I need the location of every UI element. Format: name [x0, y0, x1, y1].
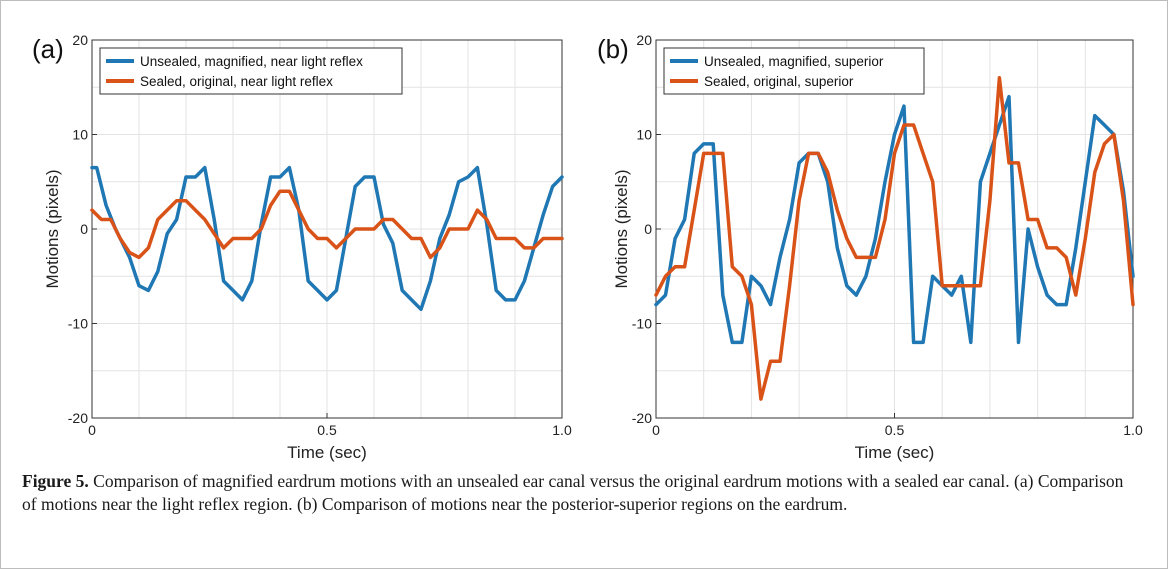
x-tick-label: 0.5	[885, 422, 905, 438]
legend-box	[663, 47, 925, 95]
y-axis-label: Motions (pixels)	[43, 169, 62, 288]
y-tick-label: -10	[632, 316, 652, 332]
y-tick-label: 10	[72, 127, 88, 143]
x-tick-label: 1.0	[552, 422, 572, 438]
legend-entry-1: Unsealed, magnified, near light reflex	[140, 54, 363, 69]
y-tick-label: 0	[644, 221, 652, 237]
x-tick-label: 0	[652, 422, 660, 438]
legend-box	[99, 47, 403, 95]
y-tick-label: -10	[68, 316, 88, 332]
x-tick-label: 1.0	[1123, 422, 1143, 438]
series-line-1	[654, 94, 1135, 345]
chart-panel-a: -20 -10 0 10 20 0 0.5 1.0 Time (sec) Motions (pix…	[32, 32, 572, 462]
panel-label: (a)	[32, 34, 64, 64]
legend-entry-2: Sealed, original, superior	[704, 74, 854, 89]
x-tick-label: 0	[88, 422, 96, 438]
series-line-2	[90, 189, 564, 260]
figure-caption: Figure 5. Comparison of magnified eardru…	[22, 470, 1142, 516]
y-tick-label: 20	[72, 32, 88, 48]
legend-entry-2: Sealed, original, near light reflex	[140, 74, 333, 89]
caption-label: Figure 5.	[22, 471, 89, 491]
y-tick-label: 10	[636, 127, 652, 143]
x-axis-label: Time (sec)	[287, 443, 367, 462]
y-tick-label: 0	[80, 221, 88, 237]
y-tick-label: -20	[632, 410, 652, 426]
caption-text: Comparison of magnified eardrum motions …	[22, 471, 1124, 514]
series-line-1	[90, 165, 564, 312]
panel-label: (b)	[597, 34, 629, 64]
x-axis-label: Time (sec)	[855, 443, 935, 462]
y-tick-label: -20	[68, 410, 88, 426]
y-axis-label: Motions (pixels)	[612, 169, 631, 288]
legend-entry-1: Unsealed, magnified, superior	[704, 54, 884, 69]
y-tick-label: 20	[636, 32, 652, 48]
chart-panel-b: -20 -10 0 10 20 0 0.5 1.0 Time (sec) Motions (pix…	[597, 32, 1143, 462]
x-tick-label: 0.5	[317, 422, 337, 438]
series-line-2	[654, 76, 1135, 401]
